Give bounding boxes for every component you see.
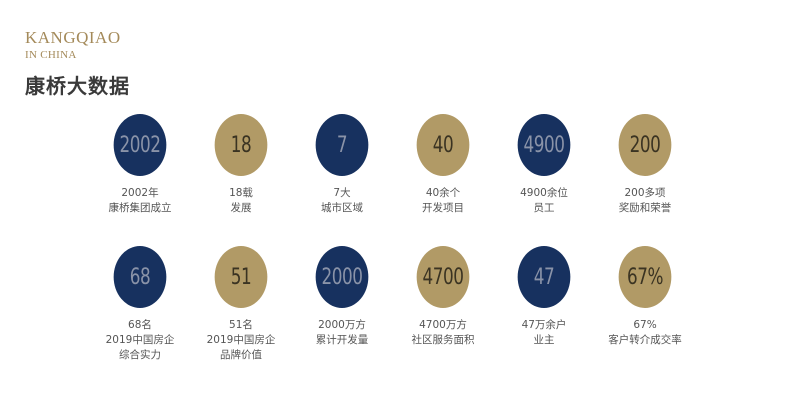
stat-caption: 200多项奖励和荣誉 (619, 186, 672, 216)
stat-circle: 2000 (315, 246, 369, 308)
stat-caption-line: 2019中国房企 (206, 334, 276, 346)
stat-item: 7 7大城市区域 (292, 114, 392, 246)
stat-caption: 68名 2019中国房企 综合实力 (106, 318, 175, 363)
stat-item: 18 18载发展 (191, 114, 291, 246)
stat-caption-line: 7大 (333, 187, 351, 199)
stat-caption-line: 67% (633, 319, 657, 331)
stat-item: 40 40余个开发项目 (393, 114, 493, 246)
stat-caption-line: 40余个 (425, 187, 461, 199)
stat-caption-line: 社区服务面积 (411, 334, 475, 346)
stat-caption-line: 业主 (533, 334, 555, 346)
stat-caption-line: 康桥集团成立 (108, 202, 172, 214)
stat-item: 47 47万余户业主 (494, 246, 594, 378)
stat-circle: 4700 (416, 246, 470, 308)
stat-caption: 51名 2019中国房企 品牌价值 (207, 318, 276, 363)
stat-caption: 2002年康桥集团成立 (109, 186, 172, 216)
stat-caption-line: 18载 (229, 187, 253, 199)
stat-caption-line: 2002年 (121, 187, 159, 199)
brand-logo: KANGQIAO IN CHINA (25, 29, 121, 61)
stat-caption-line: 2000万方 (318, 319, 366, 331)
stat-item: 4900 4900余位 员工 (494, 114, 594, 246)
stat-circle: 4900 (517, 114, 571, 176)
stats-grid: 2002 2002年 康桥集团成立 18 18载 发展 7 7大 城市区域 40 40余个 开发项目 4… (90, 114, 710, 378)
stat-caption-line: 城市区域 (321, 202, 363, 214)
stat-caption-line: 累计开发量 (315, 334, 369, 346)
stat-caption-line: 员工 (533, 202, 555, 214)
stat-circle: 67% (618, 246, 672, 308)
stat-caption: 2000万方 累计开发量 (316, 318, 369, 348)
stat-caption-line: 品牌价值 (219, 349, 262, 361)
stat-item: 2000 2000万方 累计开发量 (292, 246, 392, 378)
stat-circle: 40 (416, 114, 470, 176)
stat-item: 51 51名 2019中国房企 品牌价值 (191, 246, 291, 378)
stat-caption: 47万余户业主 (522, 318, 567, 348)
stat-caption-line: 发展 (230, 202, 252, 214)
stat-caption-line: 68名 (128, 319, 152, 331)
stat-circle: 18 (214, 114, 268, 176)
brand-subtitle: IN CHINA (25, 49, 77, 61)
stat-item: 4700 4700万方 社区服务面积 (393, 246, 493, 378)
stat-item: 2002 2002年康桥集团成立 (90, 114, 190, 246)
stat-caption-line: 200多项 (624, 187, 666, 199)
stat-caption: 40余个开发项目 (422, 186, 464, 216)
stat-circle: 47 (517, 246, 571, 308)
stat-caption-line: 4700万方 (419, 319, 467, 331)
stat-caption-line: 51名 (229, 319, 253, 331)
stat-item: 200 200多项奖励和荣誉 (595, 114, 695, 246)
stat-caption: 4900余位 员工 (520, 186, 568, 216)
stat-caption-line: 4900余位 (520, 187, 568, 199)
stat-item: 68 68名 2019中国房企 综合实力 (90, 246, 190, 378)
stat-caption-line: 2019中国房企 (105, 334, 175, 346)
stat-caption: 18载发展 (229, 186, 253, 216)
stat-circle: 68 (113, 246, 167, 308)
stat-caption: 4700万方 社区服务面积 (412, 318, 475, 348)
stat-caption: 7大城市区域 (321, 186, 363, 216)
stat-circle: 200 (618, 114, 672, 176)
stat-caption: 67% 客户转介成交率 (608, 318, 682, 348)
stat-caption-line: 客户转介成交率 (608, 334, 682, 346)
stat-circle: 7 (315, 114, 369, 176)
stat-item: 67% 67% 客户转介成交率 (595, 246, 695, 378)
stat-caption-line: 奖励和荣誉 (618, 202, 672, 214)
stat-circle: 51 (214, 246, 268, 308)
brand-name: KANGQIAO (25, 28, 121, 47)
stat-caption-line: 47万余户 (521, 319, 567, 331)
page-title: 康桥大数据 (25, 74, 130, 98)
stat-caption-line: 开发项目 (422, 202, 464, 214)
stat-caption-line: 综合实力 (118, 349, 161, 361)
stat-circle: 2002 (113, 114, 167, 176)
